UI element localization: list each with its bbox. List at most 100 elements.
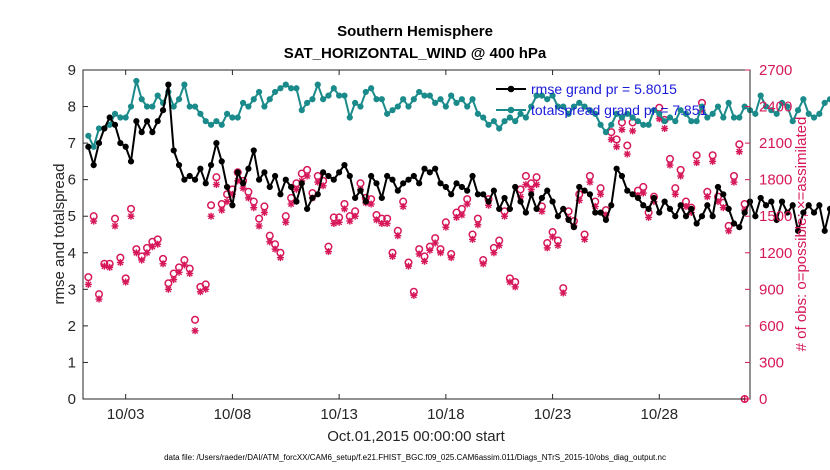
obs-assimilated-marker <box>549 233 557 241</box>
totalspread-point <box>223 110 231 117</box>
obs-assimilated-marker <box>463 200 471 208</box>
rmse-point <box>330 176 337 183</box>
obs-assimilated-marker <box>442 223 450 231</box>
rmse-point <box>570 224 578 231</box>
y-tick-label-right: 900 <box>759 281 784 298</box>
obs-assimilated-marker <box>474 221 482 229</box>
rmse-series-line <box>87 84 830 232</box>
totalspread-point <box>666 114 674 121</box>
obs-assimilated-marker <box>404 262 412 270</box>
obs-assimilated-marker <box>186 269 194 277</box>
obs-assimilated-marker <box>479 260 487 268</box>
obs-assimilated-marker <box>276 254 284 262</box>
rmse-point <box>106 114 113 121</box>
rmse-point <box>154 118 161 125</box>
totalspread-point <box>496 125 503 132</box>
totalspread-point <box>138 96 145 103</box>
legend-label: totalspread grand pr = 7.851 <box>531 102 708 118</box>
totalspread-point <box>90 143 97 150</box>
obs-possible-marker <box>207 201 216 210</box>
obs-assimilated-marker <box>431 239 439 247</box>
y-tick-label-right: 2700 <box>759 62 792 79</box>
totalspread-point <box>810 114 818 121</box>
rmse-point <box>560 205 567 213</box>
rmse-point <box>384 172 391 180</box>
totalspread-point <box>789 118 796 125</box>
totalspread-point <box>266 96 273 103</box>
totalspread-point <box>624 110 631 117</box>
plot-area <box>83 70 750 399</box>
obs-assimilated-marker <box>100 262 108 270</box>
obs-assimilated-marker <box>735 148 743 156</box>
y-tick-label-right: 0 <box>759 391 767 408</box>
y-tick-label-left: 5 <box>68 208 76 225</box>
obs-assimilated-marker <box>394 232 402 240</box>
rmse-point <box>186 172 193 180</box>
totalspread-point <box>298 107 305 114</box>
obs-assimilated-marker <box>207 212 215 220</box>
rmse-point <box>549 198 556 205</box>
obs-assimilated-marker <box>629 127 637 135</box>
totalspread-point <box>501 118 508 125</box>
rmse-point <box>101 125 108 132</box>
rmse-point <box>773 216 780 223</box>
totalspread-point <box>565 110 572 117</box>
totalspread-point <box>368 85 375 92</box>
obs-assimilated-marker <box>458 211 466 219</box>
obs-assimilated-marker <box>159 260 167 268</box>
rmse-point <box>794 227 802 234</box>
obs-assimilated-marker <box>490 249 498 257</box>
rmse-point <box>629 191 636 198</box>
y-tick-label-left: 8 <box>68 99 76 116</box>
obs-assimilated-marker <box>367 200 375 208</box>
x-tick-label: 10/08 <box>214 406 252 423</box>
rmse-point <box>682 213 690 220</box>
rmse-point <box>437 180 444 187</box>
totalspread-point <box>320 96 327 103</box>
rmse-point <box>736 224 743 231</box>
rmse-point <box>448 191 455 198</box>
totalspread-point <box>506 114 513 121</box>
totalspread-point <box>784 103 791 110</box>
obs-assimilated-marker <box>271 245 279 253</box>
totalspread-point <box>821 99 828 107</box>
rmse-point <box>442 183 449 191</box>
totalspread-point <box>394 103 401 110</box>
obs-assimilated-marker <box>127 212 135 220</box>
rmse-point <box>778 198 786 205</box>
obs-assimilated-marker <box>196 288 204 296</box>
totalspread-point <box>794 107 802 114</box>
rmse-point <box>111 121 119 128</box>
totalspread-point <box>752 110 759 117</box>
rmse-point <box>762 202 770 209</box>
obs-assimilated-marker <box>538 207 546 215</box>
totalspread-point <box>186 103 193 110</box>
totalspread-point <box>127 103 135 110</box>
obs-assimilated-marker <box>719 204 727 212</box>
rmse-point <box>271 172 279 180</box>
obs-assimilated-marker <box>410 291 418 299</box>
obs-possible-marker <box>110 214 120 223</box>
rmse-point <box>789 202 796 209</box>
obs-assimilated-marker <box>415 250 423 258</box>
obs-assimilated-marker <box>661 124 669 132</box>
rmse-point <box>592 209 599 216</box>
obs-assimilated-marker <box>709 157 717 165</box>
rmse-point <box>298 180 305 187</box>
rmse-point <box>533 205 540 213</box>
totalspread-point <box>437 96 444 103</box>
totalspread-point <box>234 114 241 121</box>
rmse-point <box>341 161 348 169</box>
rmse-point <box>522 209 529 216</box>
obs-assimilated-marker <box>324 248 332 256</box>
obs-assimilated-marker <box>346 217 354 225</box>
totalspread-point <box>549 92 556 99</box>
rmse-point <box>586 191 594 198</box>
obs-assimilated-marker <box>212 181 220 189</box>
chart-title: Southern Hemisphere <box>337 23 493 40</box>
totalspread-point <box>656 110 663 117</box>
totalspread-point <box>650 107 658 114</box>
totalspread-point <box>570 103 578 110</box>
totalspread-point <box>239 99 247 107</box>
obs-assimilated-marker <box>586 178 594 186</box>
